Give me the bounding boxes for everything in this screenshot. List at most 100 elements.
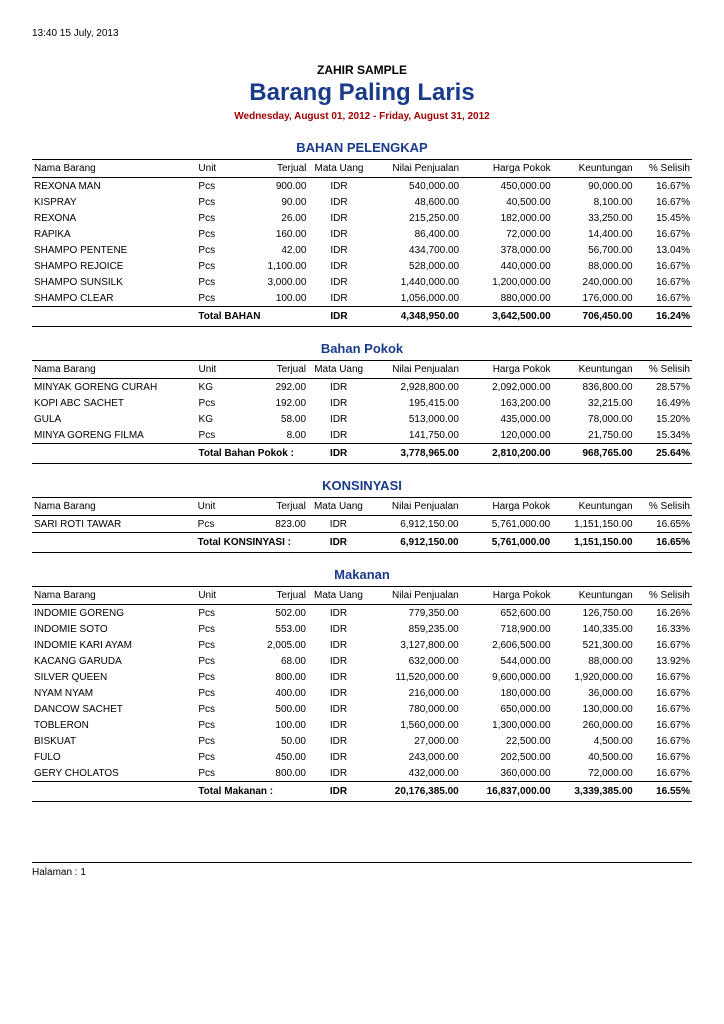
cell: 859,235.00 <box>369 621 461 637</box>
data-table: Nama BarangUnitTerjualMata UangNilai Pen… <box>32 360 692 464</box>
cell: 3,339,385.00 <box>553 782 635 802</box>
cell: 706,450.00 <box>553 307 635 327</box>
cell: 160.00 <box>246 226 308 242</box>
cell: 21,750.00 <box>553 427 635 444</box>
cell: 2,005.00 <box>246 637 308 653</box>
cell: 400.00 <box>246 685 308 701</box>
cell: 16.67% <box>635 733 692 749</box>
cell: 900.00 <box>246 178 308 195</box>
cell: IDR <box>308 733 369 749</box>
cell: KOPI ABC SACHET <box>32 395 197 411</box>
table-row: SHAMPO CLEARPcs100.00IDR1,056,000.00880,… <box>32 290 692 307</box>
cell: SHAMPO SUNSILK <box>32 274 196 290</box>
cell: 16.26% <box>635 605 692 622</box>
cell: 86,400.00 <box>370 226 462 242</box>
cell: 2,606,500.00 <box>461 637 553 653</box>
cell: 11,520,000.00 <box>369 669 461 685</box>
cell: IDR <box>308 194 369 210</box>
cell: 5,761,000.00 <box>461 516 553 533</box>
cell: SILVER QUEEN <box>32 669 196 685</box>
cell: 800.00 <box>246 765 308 782</box>
data-table: Nama BarangUnitTerjualMata UangNilai Pen… <box>32 497 692 553</box>
column-header: Nilai Penjualan <box>369 498 461 516</box>
total-row: Total BAHANIDR4,348,950.003,642,500.0070… <box>32 307 692 327</box>
cell: 88,000.00 <box>553 258 635 274</box>
column-header: Keuntungan <box>553 160 635 178</box>
cell: Pcs <box>196 669 245 685</box>
table-row: REXONAPcs26.00IDR215,250.00182,000.0033,… <box>32 210 692 226</box>
column-header: Harga Pokok <box>461 498 553 516</box>
cell: 6,912,150.00 <box>369 533 461 553</box>
cell: SARI ROTI TAWAR <box>32 516 196 533</box>
cell: 27,000.00 <box>369 733 461 749</box>
column-header: Mata Uang <box>308 160 369 178</box>
cell: 40,500.00 <box>553 749 635 765</box>
data-table: Nama BarangUnitTerjualMata UangNilai Pen… <box>32 586 692 802</box>
column-header: Terjual <box>246 160 308 178</box>
cell: 260,000.00 <box>553 717 635 733</box>
page-footer: Halaman : 1 <box>32 862 692 878</box>
cell: Pcs <box>196 733 245 749</box>
cell: 240,000.00 <box>553 274 635 290</box>
cell: BISKUAT <box>32 733 196 749</box>
cell <box>32 782 196 802</box>
cell: 450,000.00 <box>461 178 553 195</box>
cell: 553.00 <box>246 621 308 637</box>
cell: 32,215.00 <box>553 395 635 411</box>
cell: 42.00 <box>246 242 308 258</box>
column-header: Keuntungan <box>553 361 635 379</box>
cell: 292.00 <box>246 379 308 396</box>
cell: FULO <box>32 749 196 765</box>
cell: 1,920,000.00 <box>553 669 635 685</box>
cell: 16.67% <box>635 637 692 653</box>
table-row: MINYA GORENG FILMAPcs8.00IDR141,750.0012… <box>32 427 692 444</box>
cell: 1,056,000.00 <box>370 290 462 307</box>
cell: 434,700.00 <box>370 242 462 258</box>
table-row: SHAMPO REJOICEPcs1,100.00IDR528,000.0044… <box>32 258 692 274</box>
table-row: SARI ROTI TAWARPcs823.00IDR6,912,150.005… <box>32 516 692 533</box>
cell: 33,250.00 <box>553 210 635 226</box>
cell: 500.00 <box>246 701 308 717</box>
cell: RAPIKA <box>32 226 196 242</box>
total-row: Total Makanan :IDR20,176,385.0016,837,00… <box>32 782 692 802</box>
cell: GERY CHOLATOS <box>32 765 196 782</box>
table-row: REXONA MANPcs900.00IDR540,000.00450,000.… <box>32 178 692 195</box>
cell: 16.67% <box>635 749 692 765</box>
column-header: Terjual <box>246 498 308 516</box>
column-header: Mata Uang <box>308 498 369 516</box>
cell: Pcs <box>196 701 245 717</box>
cell: 48,600.00 <box>370 194 462 210</box>
cell: Pcs <box>196 210 246 226</box>
column-header: Harga Pokok <box>461 587 553 605</box>
column-header: Nama Barang <box>32 160 196 178</box>
cell: KG <box>197 411 247 427</box>
cell: 130,000.00 <box>553 701 635 717</box>
cell: 215,250.00 <box>370 210 462 226</box>
cell: 72,000.00 <box>461 226 553 242</box>
cell: 90.00 <box>246 194 308 210</box>
cell: 3,778,965.00 <box>369 444 461 464</box>
cell: KG <box>197 379 247 396</box>
cell: INDOMIE GORENG <box>32 605 196 622</box>
cell: 22,500.00 <box>461 733 553 749</box>
cell: IDR <box>308 427 369 444</box>
cell: IDR <box>308 621 369 637</box>
cell: Pcs <box>196 290 246 307</box>
cell: 16.67% <box>635 290 692 307</box>
cell: Pcs <box>197 427 247 444</box>
column-header: Unit <box>196 160 246 178</box>
cell: Pcs <box>196 605 245 622</box>
total-label: Total KONSINYASI : <box>196 533 308 553</box>
cell: MINYA GORENG FILMA <box>32 427 197 444</box>
cell: 100.00 <box>246 290 308 307</box>
table-row: INDOMIE GORENGPcs502.00IDR779,350.00652,… <box>32 605 692 622</box>
cell: 718,900.00 <box>461 621 553 637</box>
table-row: SILVER QUEENPcs800.00IDR11,520,000.009,6… <box>32 669 692 685</box>
cell: NYAM NYAM <box>32 685 196 701</box>
cell: 652,600.00 <box>461 605 553 622</box>
cell: 8,100.00 <box>553 194 635 210</box>
cell: 40,500.00 <box>461 194 553 210</box>
cell: Pcs <box>196 242 246 258</box>
cell: IDR <box>308 226 369 242</box>
cell: 15.34% <box>635 427 692 444</box>
